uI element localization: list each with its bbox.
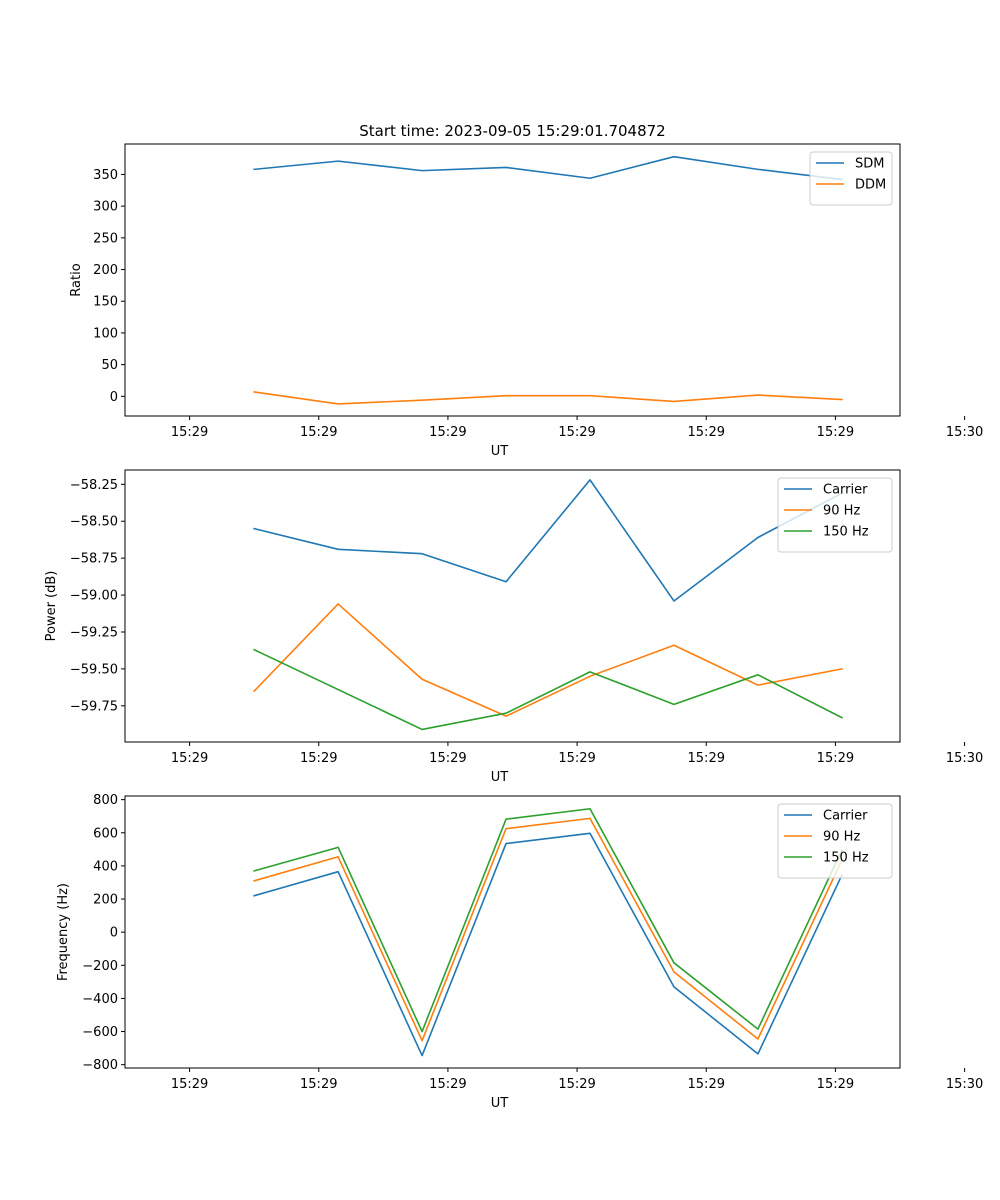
chart-3-xtick-label: 15:29	[171, 1077, 208, 1092]
chart-3-xtick-label: 15:29	[817, 1077, 854, 1092]
chart-2-axes-frame	[124, 469, 901, 743]
chart-2-ylabel: Power (dB)	[44, 571, 59, 642]
chart-3-xlabel: UT	[491, 1096, 509, 1111]
chart-3-series-1-line	[253, 832, 843, 1057]
chart-2-xtick-label: 15:29	[558, 751, 595, 766]
chart-2-ytick-label: −59.25	[70, 625, 118, 640]
chart-3-xtick-label: 15:29	[300, 1077, 337, 1092]
chart-1-xtick-label: 15:30	[946, 425, 983, 440]
chart-3-ytick-label: 800	[93, 793, 118, 808]
chart-1-legend-label-2: DDM	[855, 178, 886, 193]
chart-3-legend-label-2: 90 Hz	[823, 830, 860, 845]
chart-1-xtick-label: 15:29	[688, 425, 725, 440]
chart-1-xtick-label: 15:29	[429, 425, 466, 440]
chart-2-xtick-label: 15:29	[429, 751, 466, 766]
chart-2-xtick-label: 15:29	[817, 751, 854, 766]
chart-2-ytick-label: −59.75	[70, 699, 118, 714]
chart-3-group: 15:29 15:29 15:29 15:29 15:29 15:29 15:30 −800 −…	[56, 793, 983, 1111]
chart-3-xtick-label: 15:29	[558, 1077, 595, 1092]
chart-1-ytick-label: 50	[101, 358, 118, 373]
chart-3-series-2-line	[253, 817, 843, 1042]
chart-1-xtick-label: 15:29	[817, 425, 854, 440]
chart-3-ytick-label: 0	[110, 926, 118, 941]
chart-2-ytick-label: −59.50	[70, 662, 118, 677]
chart-1-axes-frame	[124, 143, 901, 417]
chart-1-ytick-label: 150	[93, 295, 118, 310]
chart-1-ytick-label: 250	[93, 231, 118, 246]
chart-3-legend-label-3: 150 Hz	[823, 851, 869, 866]
chart-3-ytick-label: 600	[93, 826, 118, 841]
chart-3-ytick-label: −600	[82, 1025, 118, 1040]
chart-3-ytick-label: −800	[82, 1058, 118, 1073]
chart-1-ytick-label: 200	[93, 263, 118, 278]
chart-3-xtick-label: 15:30	[946, 1077, 983, 1092]
chart-1-series-1-line	[253, 155, 843, 181]
chart-2-group: 15:29 15:29 15:29 15:29 15:29 15:29 15:30 −59.7…	[44, 469, 983, 785]
chart-1-legend-label-1: SDM	[855, 157, 884, 172]
chart-2-legend-label-2: 90 Hz	[823, 504, 860, 519]
chart-3-ytick-label: 400	[93, 859, 118, 874]
chart-1-ytick-label: 100	[93, 326, 118, 341]
chart-1-ytick-label: 350	[93, 168, 118, 183]
chart-2-ytick-label: −58.50	[70, 515, 118, 530]
chart-2-xlabel: UT	[491, 770, 509, 785]
chart-2-xtick-label: 15:29	[688, 751, 725, 766]
chart-1-xtick-label: 15:29	[300, 425, 337, 440]
chart-2-series-3-line	[253, 648, 843, 731]
figure-title: Start time: 2023-09-05 15:29:01.704872	[359, 122, 665, 140]
chart-2-series-2-line	[253, 603, 843, 717]
chart-3-legend-label-1: Carrier	[823, 809, 868, 824]
chart-2-xtick-label: 15:29	[171, 751, 208, 766]
chart-3-legend-box	[777, 803, 893, 879]
chart-1-ytick-label: 0	[110, 390, 118, 405]
chart-2-legend-label-3: 150 Hz	[823, 525, 869, 540]
chart-2-legend-label-1: Carrier	[823, 483, 868, 498]
chart-3-ylabel: Frequency (Hz)	[56, 883, 71, 981]
chart-2-ytick-label: −59.00	[70, 589, 118, 604]
chart-2-ytick-label: −58.25	[70, 478, 118, 493]
charts-container: 15:29 15:29 15:29 15:29 15:29 15:29 15:30 0 50 10…	[44, 143, 983, 1111]
chart-1-xtick-label: 15:29	[171, 425, 208, 440]
chart-2-series-1-line	[253, 479, 843, 602]
chart-3-ytick-label: 200	[93, 893, 118, 908]
chart-1-legend-box	[809, 151, 893, 206]
chart-1-ylabel: Ratio	[69, 263, 84, 296]
chart-3-ytick-label: −200	[82, 959, 118, 974]
chart-1-xtick-label: 15:29	[558, 425, 595, 440]
chart-3-xtick-label: 15:29	[429, 1077, 466, 1092]
chart-3-xtick-label: 15:29	[688, 1077, 725, 1092]
chart-3-ytick-label: −400	[82, 992, 118, 1007]
chart-2-ytick-label: −58.75	[70, 552, 118, 567]
chart-2-legend-box	[777, 477, 893, 553]
chart-1-group: 15:29 15:29 15:29 15:29 15:29 15:29 15:30 0 50 10…	[69, 143, 983, 459]
chart-2-xtick-label: 15:29	[300, 751, 337, 766]
chart-1-ytick-label: 300	[93, 200, 118, 215]
chart-3-series-3-line	[253, 807, 843, 1033]
chart-1-xlabel: UT	[491, 444, 509, 459]
chart-1-series-2-line	[253, 391, 843, 405]
chart-2-xtick-label: 15:30	[946, 751, 983, 766]
